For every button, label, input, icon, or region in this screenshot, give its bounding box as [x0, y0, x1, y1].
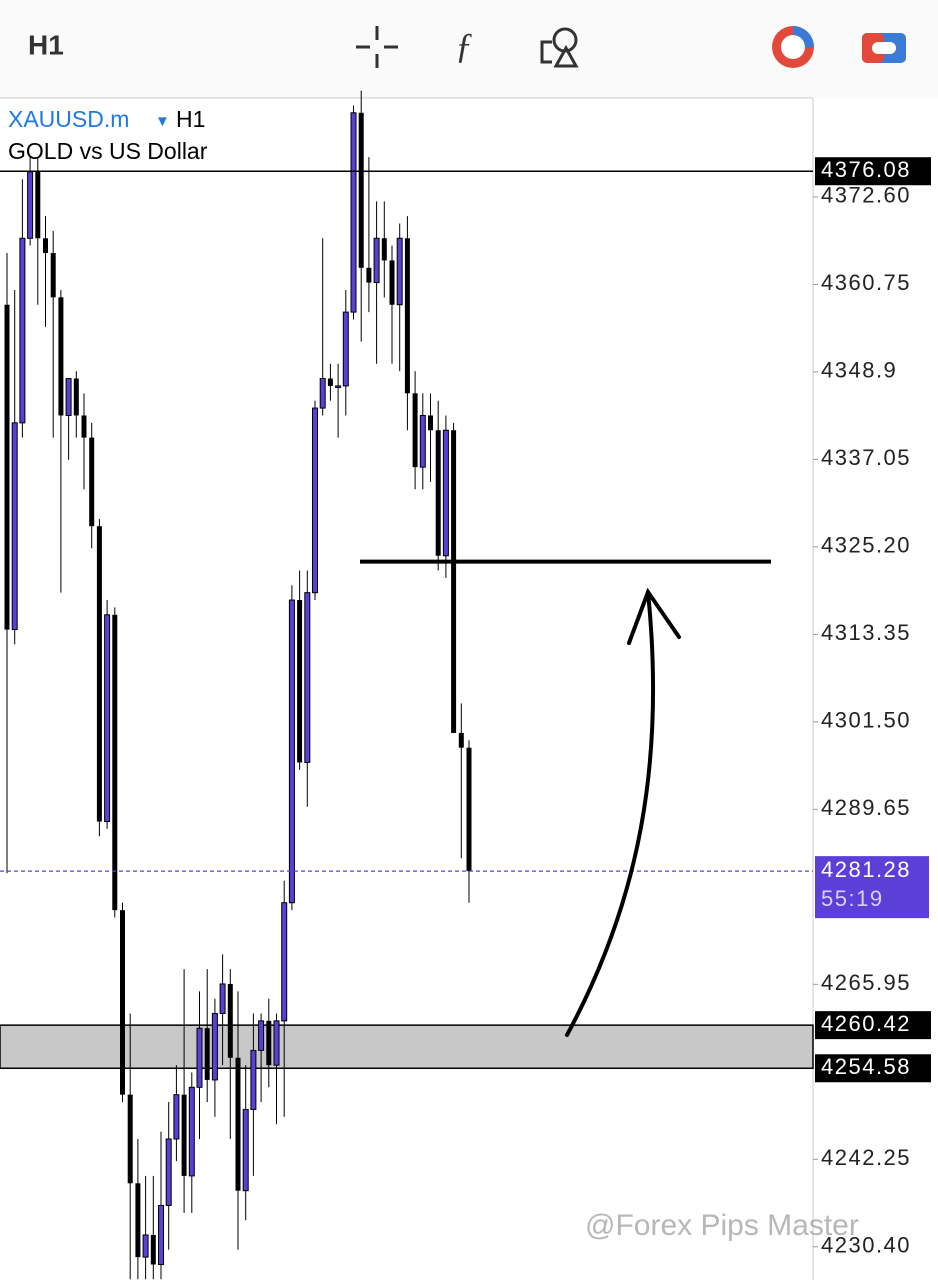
- candle-body: [335, 385, 342, 388]
- price-label: 4230.40: [821, 1233, 911, 1258]
- candle-body: [250, 1049, 257, 1110]
- candle-body: [366, 267, 372, 283]
- candle-body: [219, 983, 226, 1014]
- candle-body: [89, 437, 95, 527]
- symbol-description: GOLD vs US Dollar: [8, 138, 208, 164]
- candle-body: [466, 747, 472, 872]
- candle-body: [266, 1020, 272, 1066]
- zone-label: 4260.42: [821, 1011, 911, 1036]
- candle-body: [27, 171, 34, 239]
- candle-body: [135, 1183, 141, 1258]
- indicator-icon[interactable]: ƒ: [455, 25, 473, 65]
- candle-body: [381, 238, 387, 261]
- candle-body: [396, 237, 403, 306]
- candle-body: [181, 1094, 187, 1176]
- candle-body: [43, 238, 48, 254]
- candle-body: [297, 600, 303, 763]
- candle-body: [35, 171, 41, 239]
- price-label: 4325.20: [821, 533, 911, 558]
- candle-body: [327, 378, 333, 386]
- candle-body: [373, 237, 380, 284]
- level-box: [815, 157, 931, 186]
- candle-body: [81, 415, 87, 438]
- candle-body: [281, 902, 288, 1022]
- candle-body: [412, 393, 418, 468]
- zone-box: [815, 1011, 931, 1040]
- symbol[interactable]: XAUUSD.m: [8, 106, 129, 132]
- clock-icon[interactable]: [772, 26, 814, 68]
- candle-body: [112, 614, 118, 911]
- candle-body: [319, 378, 326, 409]
- candle-body: [358, 112, 364, 268]
- candle-body: [204, 1028, 210, 1080]
- countdown: 55:19: [821, 886, 884, 911]
- candle-body: [196, 1027, 203, 1088]
- candle-body: [342, 311, 349, 387]
- zone-box: [815, 1054, 931, 1083]
- candle-body: [242, 1108, 249, 1192]
- candle-body: [150, 1234, 156, 1265]
- candle-body: [50, 253, 56, 298]
- price-label: 4265.95: [821, 970, 911, 995]
- candle-body: [451, 430, 457, 733]
- candle-body: [173, 1094, 180, 1140]
- candle-body: [288, 599, 295, 904]
- candle-body: [142, 1234, 149, 1258]
- candle-body: [235, 1057, 241, 1191]
- candle-body: [19, 237, 26, 424]
- current-price-box: [815, 856, 929, 919]
- crosshair-icon[interactable]: [356, 26, 398, 68]
- candle-body: [442, 429, 449, 557]
- level-label: 4376.08: [821, 157, 911, 182]
- price-label: 4337.05: [821, 445, 911, 470]
- price-label: 4348.9: [821, 358, 897, 383]
- chart-timeframe: H1: [176, 106, 205, 132]
- drawn-arrow: [565, 587, 681, 1037]
- candle-body: [304, 592, 311, 763]
- candle-body: [435, 430, 441, 556]
- candle-body: [389, 260, 395, 305]
- candle-body: [96, 526, 102, 822]
- candle-body: [404, 238, 410, 394]
- trade-icon[interactable]: [862, 33, 906, 63]
- candle-body: [458, 732, 464, 748]
- candle-body: [258, 1020, 265, 1051]
- price-label: 4242.25: [821, 1145, 911, 1170]
- price-label: 4301.50: [821, 708, 911, 733]
- candle-body: [273, 1020, 280, 1066]
- zone: [0, 1024, 814, 1070]
- candle-body: [4, 304, 10, 630]
- candle-body: [211, 1012, 218, 1081]
- candle-body: [73, 378, 79, 416]
- price-label: 4289.65: [821, 795, 911, 820]
- candle-body: [127, 1094, 133, 1184]
- timeframe-button[interactable]: H1: [28, 29, 64, 60]
- watermark: @Forex Pips Master: [585, 1209, 859, 1242]
- candle-body: [58, 297, 64, 416]
- zone-label: 4254.58: [821, 1054, 911, 1079]
- candle-body: [419, 414, 426, 468]
- candle-body: [188, 1086, 195, 1177]
- objects-icon[interactable]: [540, 27, 579, 68]
- candle-body: [104, 614, 111, 823]
- price-label: 4360.75: [821, 270, 911, 295]
- price-label: 4372.60: [821, 183, 911, 208]
- candle-body: [227, 983, 233, 1058]
- price-label: 4313.35: [821, 620, 911, 645]
- candle-body: [158, 1204, 164, 1265]
- candle-body: [65, 378, 72, 416]
- candle-body: [120, 910, 125, 1095]
- candle-body: [11, 422, 18, 631]
- candle-body: [350, 112, 357, 313]
- candle-body: [165, 1138, 172, 1206]
- symbol-marker[interactable]: ▼: [155, 113, 170, 130]
- candle-body: [428, 415, 433, 431]
- candle-body: [312, 407, 318, 594]
- current-price: 4281.28: [821, 857, 911, 882]
